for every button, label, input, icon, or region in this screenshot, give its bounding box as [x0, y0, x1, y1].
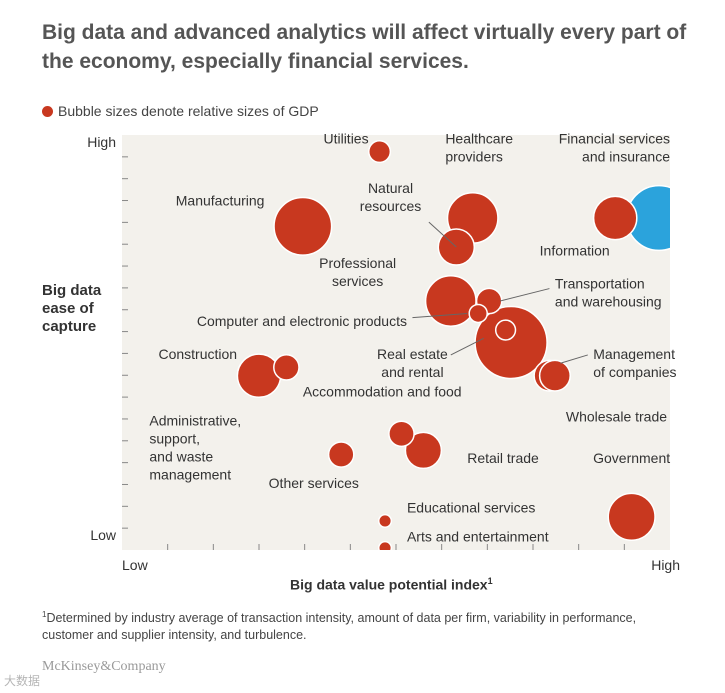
bubble-label: Real estate and rental — [377, 346, 448, 380]
bubble-label-line: resources — [360, 198, 421, 214]
bubble-label: Arts and entertainment — [407, 529, 549, 545]
x-axis-title-text: Big data value potential index — [290, 576, 488, 593]
bubble-label: Educational services — [407, 500, 535, 516]
bubble-label-line: Educational services — [407, 500, 535, 516]
bubble-label-line: Accommodation and food — [303, 383, 462, 399]
plot-background — [122, 135, 670, 550]
bubble-real-estate-and-rental — [494, 319, 517, 341]
bubble-label-line: Natural — [368, 180, 413, 196]
bubble-label-line: Government — [593, 450, 670, 466]
bubble-label-line: Administrative, — [149, 413, 241, 429]
bubble-construction — [236, 353, 282, 399]
bubble-label: Manufacturing — [176, 193, 265, 209]
y-axis-title: Big data ease of capture — [42, 282, 102, 335]
bubble-label-line: Construction — [158, 346, 237, 362]
bubble-label-line: support, — [149, 431, 200, 447]
leader-line — [560, 354, 588, 364]
footnote: 1Determined by industry average of trans… — [42, 606, 682, 644]
bubble-label-line: Retail trade — [467, 450, 539, 466]
bubble-label: Natural resources — [360, 180, 421, 214]
bubble-label: Management of companies — [593, 346, 676, 380]
bubble-manufacturing — [273, 196, 333, 256]
bubbles-group — [236, 140, 670, 550]
chart-title: Big data and advanced analytics will aff… — [42, 21, 687, 73]
bubble-label: Administrative, support, and waste manageme… — [149, 413, 241, 483]
bubble-label-line: Wholesale trade — [566, 408, 667, 424]
leader-line — [499, 288, 550, 302]
x-axis-title: Big data value potential index1 — [290, 576, 493, 593]
bubble-label-line: and insurance — [582, 148, 670, 164]
bubble-label: Construction — [158, 346, 237, 362]
bubble-accommodation-and-food — [388, 420, 415, 448]
bubble-administrative-support-and-waste-management — [273, 354, 300, 381]
bubble-label-line: Transportation — [555, 276, 645, 292]
bubble-label-line: Management — [593, 346, 675, 362]
bubble-label-line: Utilities — [323, 130, 368, 146]
bubble-label: Financial services and insurance — [559, 130, 670, 164]
leader-line — [450, 337, 484, 356]
bubble-government — [607, 492, 656, 541]
leader-line — [412, 312, 468, 319]
bubble-label: Wholesale trade — [566, 408, 667, 424]
bubble-retail-trade — [404, 431, 443, 470]
bubble-label-line: Arts and entertainment — [407, 529, 549, 545]
bubble-label-line: of companies — [593, 364, 676, 380]
bubble-label: Retail trade — [467, 450, 539, 466]
bubble-label-line: and warehousing — [555, 294, 662, 310]
bubble-label: Utilities — [323, 130, 368, 146]
watermark: 大数据 — [4, 674, 41, 688]
bubble-computer-and-electronic-products — [468, 303, 488, 324]
x-axis-low-label: Low — [122, 557, 149, 573]
y-axis-high-label: High — [87, 134, 116, 150]
bubble-label: Professional services — [319, 255, 396, 289]
bubble-professional-services — [424, 275, 477, 327]
bubble-label-line: Information — [540, 242, 610, 258]
legend-bubble-icon — [42, 106, 53, 117]
bubble-label: Government — [593, 450, 670, 466]
legend: Bubble sizes denote relative sizes of GD… — [42, 103, 319, 119]
y-axis-low-label: Low — [90, 527, 117, 543]
bubble-label-line: and waste — [149, 449, 213, 465]
bubble-label-line: Computer and electronic products — [197, 313, 407, 329]
bubble-information — [592, 195, 638, 241]
bubble-label-line: services — [332, 273, 383, 289]
x-axis-footnote-marker: 1 — [487, 576, 493, 586]
bubble-label: Accommodation and food — [303, 383, 462, 399]
bubble-utilities — [368, 140, 392, 164]
footnote-marker: 1 — [42, 610, 47, 619]
bubble-label: Information — [540, 242, 610, 258]
bubble-wholesale-trade — [538, 359, 571, 392]
bubble-label-line: Professional — [319, 255, 396, 271]
bubble-arts-and-entertainment — [377, 540, 393, 550]
bubble-label-line: Other services — [269, 475, 359, 491]
x-axis-high-label: High — [651, 557, 680, 573]
bubble-label: Transportation and warehousing — [555, 276, 662, 310]
bubble-label-line: Healthcare — [445, 130, 513, 146]
legend-text: Bubble sizes denote relative sizes of GD… — [58, 103, 319, 119]
leader-line — [428, 221, 457, 248]
bubble-label: Computer and electronic products — [197, 313, 407, 329]
bubble-label-line: Financial services — [559, 130, 670, 146]
footnote-text: Determined by industry average of transa… — [42, 611, 637, 643]
bubble-label-line: Manufacturing — [176, 193, 265, 209]
bubble-label: Other services — [269, 475, 359, 491]
bubble-label: Healthcare providers — [445, 130, 513, 164]
bubble-label-line: and rental — [381, 364, 443, 380]
bubble-other-services — [327, 441, 355, 468]
company-logo: McKinsey&Company — [42, 659, 166, 674]
bubble-label-line: providers — [445, 148, 503, 164]
bubble-educational-services — [377, 513, 393, 529]
bubble-label-line: management — [149, 467, 231, 483]
bubble-label-line: Real estate — [377, 346, 448, 362]
